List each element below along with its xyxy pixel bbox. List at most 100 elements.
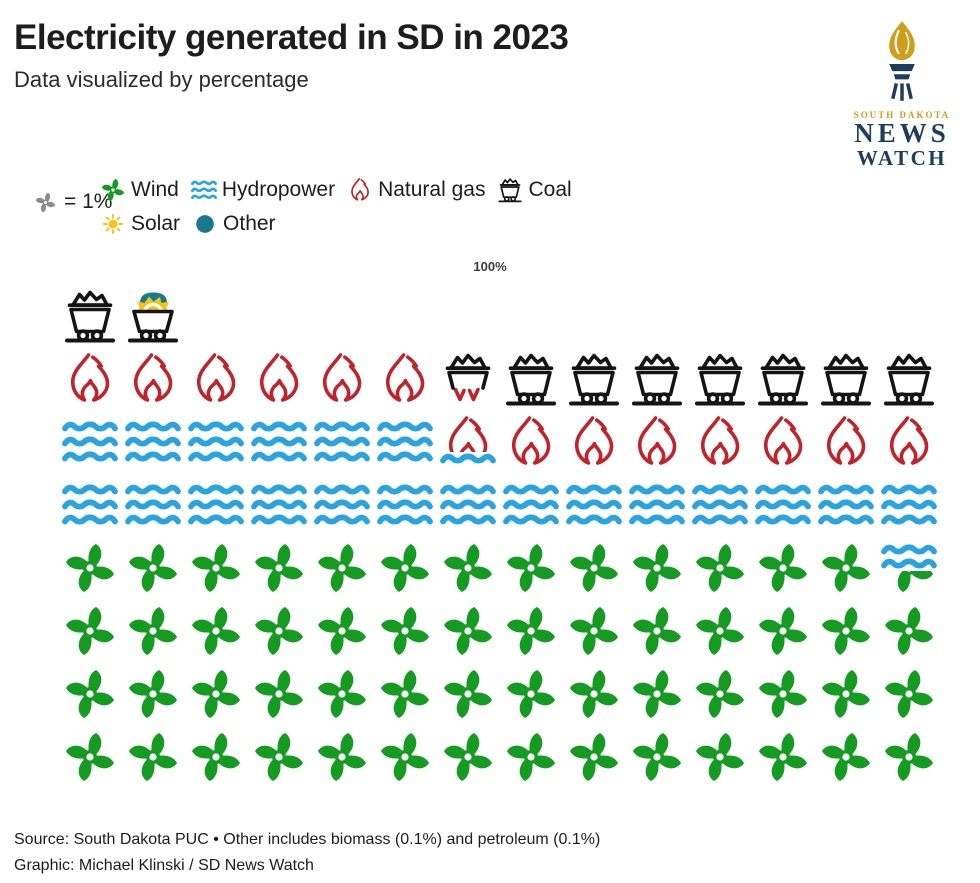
pinwheel-icon	[440, 603, 496, 659]
pinwheel-icon	[881, 666, 937, 722]
flame-icon	[818, 414, 874, 470]
legend-item-other: Other	[192, 211, 276, 237]
pinwheel-icon	[251, 540, 307, 596]
cart-over-flame-icon	[440, 351, 496, 407]
pinwheel-icon	[692, 603, 748, 659]
pinwheel-icon	[314, 540, 370, 596]
legend-item-solar: Solar	[100, 211, 180, 237]
flame-icon	[314, 351, 370, 407]
icon-row	[62, 351, 937, 407]
flame-icon	[188, 351, 244, 407]
waves-icon	[314, 477, 370, 533]
pinwheel-icon	[188, 729, 244, 785]
icon-row	[62, 540, 937, 596]
pinwheel-icon	[377, 540, 433, 596]
waves-icon	[692, 477, 748, 533]
flame-icon	[566, 414, 622, 470]
pinwheel-icon	[881, 729, 937, 785]
waves-icon	[251, 477, 307, 533]
flame-icon	[881, 414, 937, 470]
pinwheel-icon	[62, 666, 118, 722]
pinwheel-icon	[692, 666, 748, 722]
pinwheel-icon	[440, 729, 496, 785]
torch-icon	[889, 21, 915, 101]
pinwheel-icon	[251, 729, 307, 785]
flame-icon	[125, 351, 181, 407]
legend-line-2: Solar Other	[100, 207, 584, 241]
pinwheel-icon	[62, 729, 118, 785]
waves-icon	[440, 477, 496, 533]
waves-icon	[314, 414, 370, 470]
logo-watch-text: WATCH	[856, 146, 948, 170]
pinwheel-icon	[314, 666, 370, 722]
cart-icon	[566, 351, 622, 407]
legend-line-1: Wind Hydropower Natural gas Coal	[100, 173, 584, 207]
waves-icon	[62, 414, 118, 470]
logo-news-text: NEWS	[854, 118, 950, 148]
cart-icon	[629, 351, 685, 407]
pinwheel-icon	[251, 603, 307, 659]
pinwheel-icon	[818, 666, 874, 722]
legend-label: Wind	[131, 178, 179, 201]
flame-icon	[692, 414, 748, 470]
waves-icon	[377, 414, 433, 470]
pinwheel-icon	[755, 540, 811, 596]
icon-row	[62, 288, 937, 344]
legend-item-wind: Wind	[100, 177, 179, 203]
unit-legend: = 1%	[34, 190, 112, 214]
pinwheel-icon	[692, 729, 748, 785]
sd-news-watch-logo: SOUTH DAKOTA NEWS WATCH	[852, 20, 952, 170]
footer-source: Source: South Dakota PUC • Other include…	[14, 831, 601, 848]
pinwheel-icon	[100, 177, 126, 203]
sun-icon	[100, 211, 126, 237]
icon-row	[62, 477, 937, 533]
pinwheel-icon	[755, 603, 811, 659]
waves-icon	[191, 177, 217, 203]
cart-icon	[881, 351, 937, 407]
footer: Source: South Dakota PUC • Other include…	[14, 827, 600, 879]
pinwheel-icon	[314, 603, 370, 659]
pinwheel-icon	[755, 666, 811, 722]
cart-icon	[692, 351, 748, 407]
waves-icon	[755, 477, 811, 533]
pinwheel-icon	[566, 729, 622, 785]
flame-icon	[503, 414, 559, 470]
legend-label: Other	[223, 212, 276, 235]
pinwheel-icon	[125, 603, 181, 659]
icon-row	[62, 729, 937, 785]
pinwheel-icon	[818, 729, 874, 785]
unit-label: = 1%	[64, 190, 113, 213]
pinwheel-icon	[629, 603, 685, 659]
pinwheel-icon	[503, 666, 559, 722]
flame-icon	[347, 177, 373, 203]
flame-icon	[755, 414, 811, 470]
cart-icon	[62, 288, 118, 344]
pinwheel-icon	[377, 666, 433, 722]
pinwheel-icon	[188, 603, 244, 659]
legend-label: Coal	[528, 178, 572, 201]
pinwheel-icon	[125, 666, 181, 722]
pinwheel-icon	[881, 603, 937, 659]
legend-item-coal: Coal	[497, 177, 572, 203]
pinwheel-icon	[125, 729, 181, 785]
waves-icon	[881, 477, 937, 533]
waves-icon	[125, 477, 181, 533]
icon-row	[62, 414, 937, 470]
legend-item-natural-gas: Natural gas	[347, 177, 485, 203]
pinwheel-icon	[314, 729, 370, 785]
flame-over-waves-icon	[440, 414, 496, 470]
pinwheel-icon	[188, 666, 244, 722]
legend-label: Hydropower	[221, 178, 336, 201]
pinwheel-icon	[251, 666, 307, 722]
page-subtitle: Data visualized by percentage	[14, 67, 309, 92]
pinwheel-icon	[440, 666, 496, 722]
flame-icon	[629, 414, 685, 470]
pinwheel-icon	[503, 603, 559, 659]
waves-icon	[125, 414, 181, 470]
pinwheel-icon	[818, 603, 874, 659]
pinwheel-icon	[503, 540, 559, 596]
chart-grid	[62, 288, 937, 792]
flame-icon	[62, 351, 118, 407]
footer-credit: Graphic: Michael Klinski / SD News Watch	[14, 857, 314, 874]
pinwheel-icon	[755, 729, 811, 785]
